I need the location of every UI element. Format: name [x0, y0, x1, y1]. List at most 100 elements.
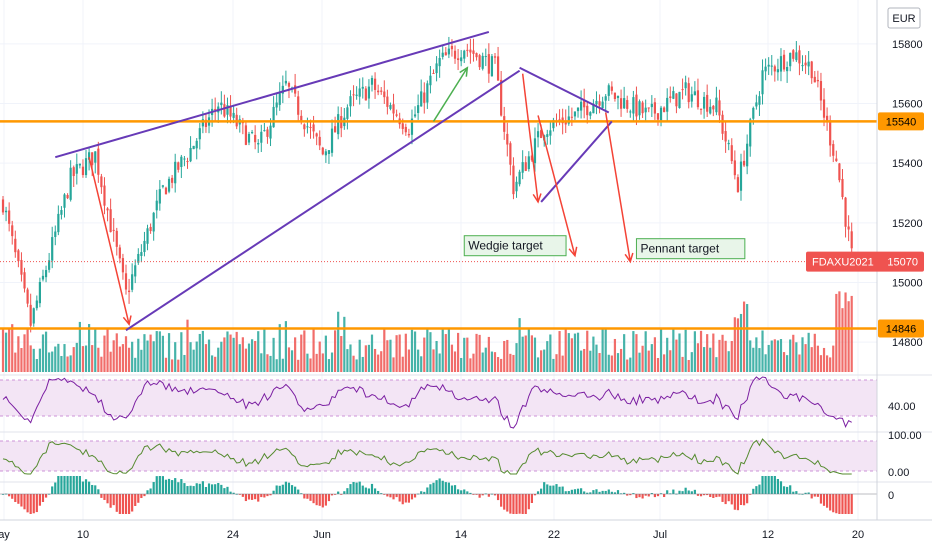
volume-bar: [106, 328, 109, 372]
histogram-bar: [226, 486, 229, 494]
candle-body: [143, 240, 146, 253]
histogram-bar: [377, 490, 380, 494]
volume-bar: [613, 338, 617, 372]
volume-bar: [201, 330, 204, 372]
volume-bar: [346, 349, 349, 372]
candle-body: [822, 99, 826, 118]
histogram-bar: [238, 494, 241, 495]
volume-bar: [183, 354, 186, 372]
volume-bar: [337, 311, 340, 372]
histogram-bar: [742, 494, 746, 506]
volume-bar: [57, 343, 60, 372]
wedge-lower-line: [125, 69, 521, 332]
histogram-bar: [533, 494, 537, 496]
candle-body: [441, 52, 444, 57]
candle-body: [244, 125, 248, 145]
histogram-bar: [192, 486, 195, 494]
candle-body: [819, 81, 823, 101]
candle-body: [349, 96, 352, 107]
candle-body: [26, 289, 29, 304]
volume-bar: [364, 345, 367, 372]
histogram-bar: [712, 494, 715, 498]
volume-bar: [167, 333, 171, 372]
histogram-bar: [469, 492, 472, 494]
candle-body: [23, 272, 26, 289]
volume-bar: [478, 334, 481, 372]
volume-bar: [420, 356, 423, 372]
volume-bar: [257, 331, 260, 372]
candle-body: [377, 90, 380, 93]
candle-body: [35, 300, 38, 309]
candle-body: [426, 83, 429, 103]
candle-body: [453, 50, 457, 59]
histogram-bar: [659, 493, 663, 495]
candle-body: [140, 252, 143, 256]
candle-body: [552, 120, 555, 129]
histogram-bar: [20, 494, 23, 507]
volume-bar: [706, 334, 709, 372]
pennant-lower-line: [540, 120, 613, 203]
candle-body: [14, 238, 17, 253]
volume-bar: [699, 330, 703, 372]
volume-bar: [666, 337, 669, 372]
candle-body: [681, 89, 684, 91]
volume-bar: [297, 359, 300, 372]
candle-body: [257, 143, 260, 145]
histogram-bar: [161, 476, 164, 494]
histogram-bar: [690, 491, 693, 494]
volume-bar: [755, 337, 758, 372]
histogram-bar: [782, 486, 786, 494]
histogram-bar: [103, 494, 106, 500]
volume-bar: [724, 340, 727, 372]
histogram-bar: [91, 484, 94, 494]
histogram-bar: [496, 494, 500, 501]
histogram-bar: [254, 494, 257, 500]
candle-body: [503, 116, 506, 132]
volume-bar: [158, 331, 161, 372]
histogram-bar: [189, 485, 192, 494]
histogram-bar: [524, 494, 527, 514]
candle-body: [506, 133, 509, 145]
volume-bar: [88, 324, 91, 372]
candle-body: [496, 56, 500, 81]
volume-bar: [739, 313, 743, 372]
histogram-bar: [321, 494, 324, 508]
volume-bar: [143, 334, 146, 372]
candle-body: [392, 104, 395, 114]
histogram-bar: [115, 494, 118, 512]
volume-panel: [1, 291, 853, 372]
volume-bar: [589, 350, 592, 372]
volume-bar: [721, 334, 724, 372]
candle-body: [100, 176, 103, 188]
volume-bar: [358, 339, 361, 372]
histogram-bar: [573, 489, 577, 494]
candle-body: [346, 107, 349, 119]
histogram-bar: [438, 478, 441, 494]
histogram-bar: [284, 481, 287, 494]
candle-body: [755, 102, 758, 107]
candle-body: [214, 108, 217, 110]
volume-bar: [650, 344, 653, 372]
candle-body: [838, 163, 841, 181]
time-tick-label: 22: [548, 529, 560, 541]
histogram-bar: [752, 488, 755, 494]
histogram-bar: [432, 482, 435, 494]
volume-bar: [115, 333, 118, 372]
candle-body: [44, 270, 48, 278]
volume-bar: [718, 339, 721, 372]
candle-body: [364, 88, 367, 101]
histogram-bar: [822, 494, 826, 506]
volume-bar: [134, 357, 137, 372]
histogram-bar: [383, 494, 386, 495]
volume-bar: [309, 358, 312, 372]
histogram-bar: [72, 476, 75, 494]
volume-bar: [798, 354, 801, 372]
candle-body: [656, 113, 660, 120]
volume-bar: [573, 333, 577, 372]
volume-bar: [97, 347, 100, 372]
candle-body: [88, 152, 91, 160]
candle-body: [567, 116, 570, 124]
volume-bar: [835, 293, 838, 372]
histogram-bar: [730, 494, 733, 505]
